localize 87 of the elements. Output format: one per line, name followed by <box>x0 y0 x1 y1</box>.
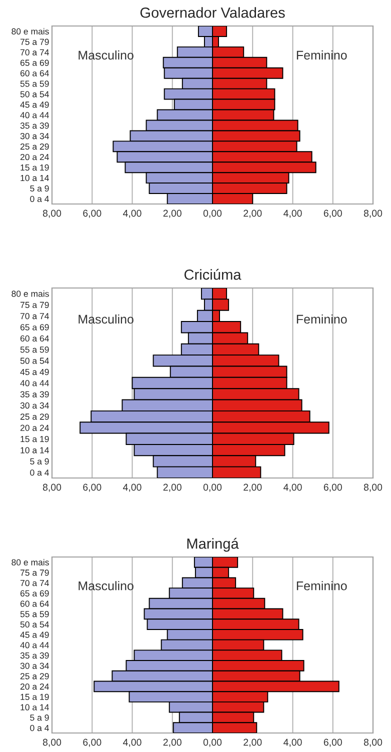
x-tick-label: 0,00 <box>203 738 222 747</box>
y-tick-label: 50 a 54 <box>20 621 49 628</box>
y-tick-label: 30 a 34 <box>20 402 49 409</box>
x-tick-label: 2,00 <box>244 738 262 747</box>
x-tick-label: 8,00 <box>42 484 62 492</box>
x-tick-label: 6,00 <box>83 738 102 747</box>
x-tick-label: 0,00 <box>203 484 222 492</box>
x-tick-label: 2,00 <box>163 210 182 218</box>
y-tick-label: 5 a 9 <box>30 185 49 192</box>
x-tick-label: 4,00 <box>284 484 302 492</box>
y-tick-label: 75 a 79 <box>20 38 49 45</box>
text: Masculino <box>78 50 134 60</box>
y-tick-label: 25 a 29 <box>20 673 49 680</box>
x-tick-label: 4,00 <box>284 210 302 218</box>
y-tick-label: 65 a 69 <box>20 324 49 330</box>
x-tick-label: 2,00 <box>163 738 182 747</box>
series-label: Feminino <box>296 50 347 60</box>
x-tick-label: 8,00 <box>42 738 62 747</box>
y-tick-label: 25 a 29 <box>20 414 49 420</box>
y-tick-label: 60 a 64 <box>20 335 49 342</box>
y-tick-label: 70 a 74 <box>20 49 49 56</box>
y-tick-label: 35 a 39 <box>20 652 49 659</box>
y-tick-label: 20 a 24 <box>20 683 49 690</box>
y-tick-label: 30 a 34 <box>20 133 49 140</box>
x-tick-label: 6,00 <box>83 484 102 492</box>
x-tick-label: 6,00 <box>324 210 342 218</box>
y-tick-label: 60 a 64 <box>20 70 49 76</box>
y-tick-label: 65 a 69 <box>20 590 49 596</box>
y-tick-label: 75 a 79 <box>20 302 49 308</box>
y-tick-label: 40 a 44 <box>20 380 49 386</box>
x-tick-label: 2,00 <box>244 484 262 492</box>
y-tick-label: 45 a 49 <box>20 632 49 638</box>
y-tick-label: 50 a 54 <box>20 358 49 364</box>
y-tick-label: 80 e mais <box>12 290 49 297</box>
y-tick-label: 70 a 74 <box>20 313 49 320</box>
x-tick-label: 4,00 <box>123 484 142 492</box>
y-tick-label: 55 a 59 <box>20 611 49 618</box>
x-tick-label: 6,00 <box>83 210 102 218</box>
y-tick-label: 75 a 79 <box>20 570 49 576</box>
x-tick-label: 2,00 <box>163 484 182 492</box>
x-tick-label: 4,00 <box>123 210 142 218</box>
x-tick-label: 2,00 <box>244 210 262 218</box>
y-tick-label: 35 a 39 <box>20 122 49 129</box>
y-tick-label: 25 a 29 <box>20 143 49 150</box>
y-tick-label: 20 a 24 <box>20 154 49 160</box>
y-tick-label: 65 a 69 <box>20 60 49 66</box>
y-tick-label: 80 e mais <box>12 28 49 34</box>
y-tick-label: 45 a 49 <box>20 368 49 376</box>
text: Masculino <box>78 314 134 324</box>
y-tick-label: 45 a 49 <box>20 102 49 108</box>
y-tick-label: 5 a 9 <box>30 458 49 464</box>
y-tick-label: 5 a 9 <box>30 714 49 721</box>
y-tick-label: 40 a 44 <box>20 642 49 648</box>
x-tick-label: 8,00 <box>42 210 62 218</box>
y-tick-label: 15 a 19 <box>20 164 49 171</box>
y-tick-label: 0 a 4 <box>30 724 49 732</box>
x-tick-label: 6,00 <box>324 484 342 492</box>
y-tick-label: 50 a 54 <box>20 91 49 98</box>
x-tick-label: 0,00 <box>203 210 222 218</box>
x-tick-label: 8,00 <box>364 738 382 747</box>
y-tick-label: 55 a 59 <box>20 346 49 353</box>
series-label: Feminino <box>296 581 347 590</box>
y-tick-label: 15 a 19 <box>20 436 49 442</box>
y-tick-label: 20 a 24 <box>20 424 49 431</box>
x-tick-label: 8,00 <box>364 210 382 218</box>
y-tick-label: 80 e mais <box>12 559 49 566</box>
y-tick-label: 10 a 14 <box>20 447 49 454</box>
y-tick-label: 30 a 34 <box>20 662 49 669</box>
series-label: Masculino <box>78 581 134 590</box>
y-tick-label: 40 a 44 <box>20 112 49 118</box>
chart-title: Maringá <box>187 538 239 552</box>
y-tick-label: 60 a 64 <box>20 600 49 607</box>
y-tick-label: 55 a 59 <box>20 80 49 87</box>
y-tick-label: 15 a 19 <box>20 694 49 700</box>
x-tick-label: 8,00 <box>364 484 382 492</box>
y-tick-label: 70 a 74 <box>20 580 49 586</box>
y-tick-label: 10 a 14 <box>20 174 49 182</box>
x-tick-label: 4,00 <box>284 738 302 747</box>
y-tick-label: 0 a 4 <box>30 196 49 202</box>
y-tick-label: 35 a 39 <box>20 391 49 398</box>
chart-title: Criciúma <box>184 268 242 280</box>
chart-title: Governador Valadares <box>140 7 285 18</box>
y-tick-label: 10 a 14 <box>20 704 49 710</box>
x-tick-label: 6,00 <box>324 738 342 747</box>
text: Feminino <box>296 314 347 324</box>
x-tick-label: 4,00 <box>123 738 142 747</box>
y-tick-label: 0 a 4 <box>30 469 49 476</box>
